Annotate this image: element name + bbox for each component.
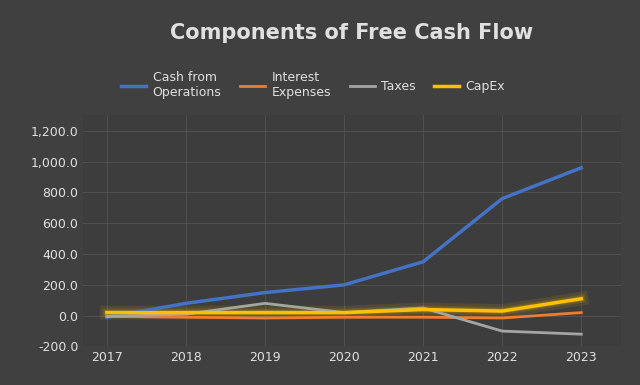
Taxes bbox=[103, 314, 111, 319]
Cash from
Operations bbox=[340, 283, 348, 287]
Cash from
Operations bbox=[261, 290, 269, 295]
Interest
Expenses bbox=[182, 315, 190, 320]
Line: Cash from
Operations: Cash from Operations bbox=[107, 168, 581, 317]
CapEx bbox=[103, 310, 111, 315]
Interest
Expenses bbox=[499, 316, 506, 320]
Cash from
Operations bbox=[419, 259, 427, 264]
Text: Components of Free Cash Flow: Components of Free Cash Flow bbox=[170, 23, 534, 44]
Line: Interest
Expenses: Interest Expenses bbox=[107, 313, 581, 318]
Taxes bbox=[419, 306, 427, 310]
Taxes bbox=[577, 332, 585, 336]
CapEx bbox=[182, 310, 190, 315]
Line: Taxes: Taxes bbox=[107, 303, 581, 334]
CapEx bbox=[577, 296, 585, 301]
Interest
Expenses bbox=[261, 316, 269, 320]
Cash from
Operations bbox=[182, 301, 190, 306]
Taxes bbox=[340, 310, 348, 315]
Taxes bbox=[499, 329, 506, 333]
Interest
Expenses bbox=[419, 315, 427, 320]
Cash from
Operations bbox=[577, 166, 585, 170]
Legend: Cash from
Operations, Interest
Expenses, Taxes, CapEx: Cash from Operations, Interest Expenses,… bbox=[116, 66, 510, 104]
Line: CapEx: CapEx bbox=[107, 299, 581, 313]
CapEx bbox=[419, 307, 427, 312]
CapEx bbox=[340, 310, 348, 315]
CapEx bbox=[499, 309, 506, 313]
Interest
Expenses bbox=[340, 315, 348, 320]
CapEx bbox=[261, 310, 269, 315]
Taxes bbox=[261, 301, 269, 306]
Cash from
Operations bbox=[499, 196, 506, 201]
Taxes bbox=[182, 312, 190, 316]
Interest
Expenses bbox=[103, 314, 111, 319]
Interest
Expenses bbox=[577, 310, 585, 315]
Cash from
Operations bbox=[103, 315, 111, 320]
